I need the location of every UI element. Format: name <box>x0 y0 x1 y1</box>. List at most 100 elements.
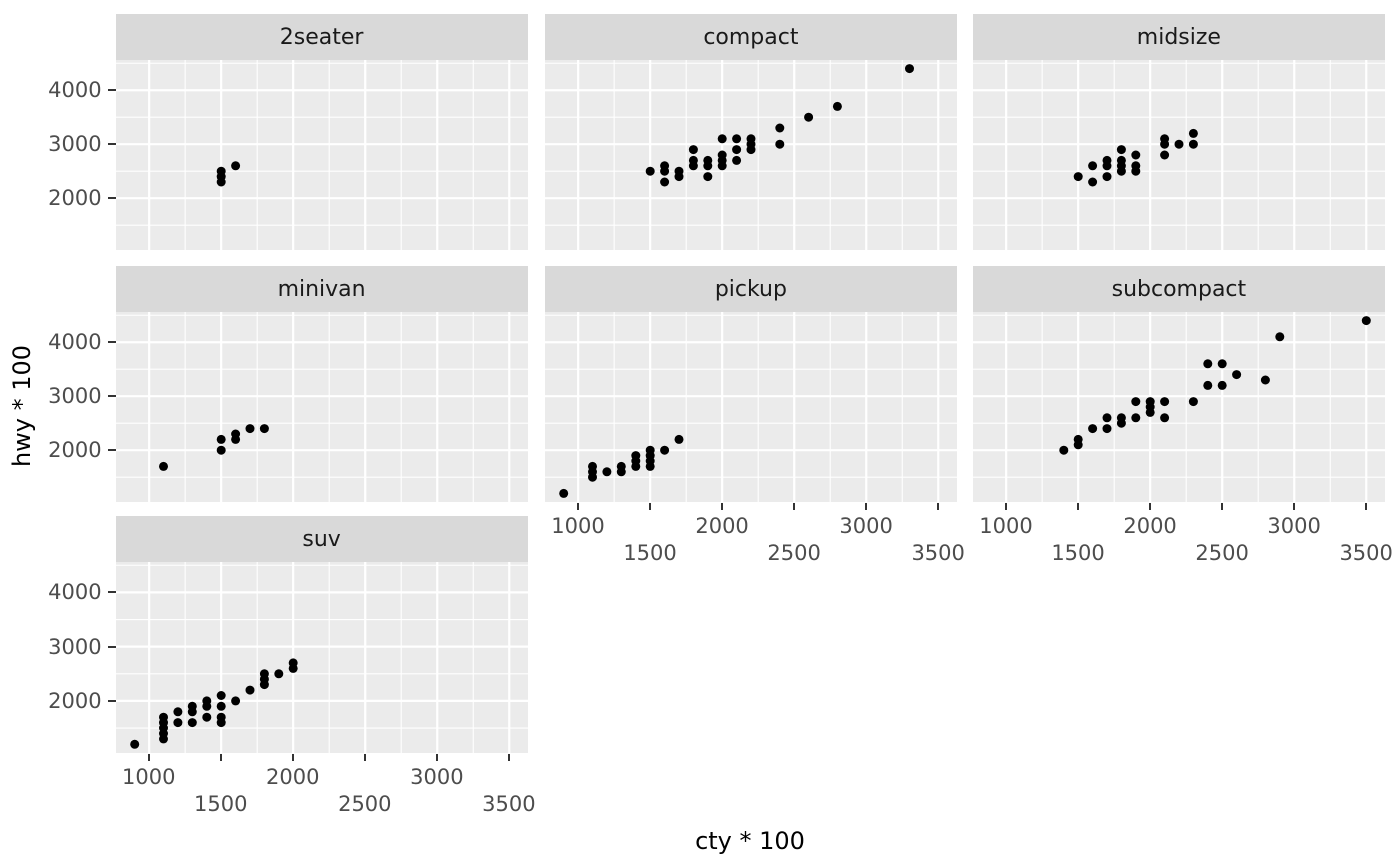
data-point <box>1159 139 1169 149</box>
data-point <box>1260 375 1270 385</box>
y-axis-tick <box>107 197 116 200</box>
facet-panel-subcompact <box>972 312 1385 502</box>
data-point <box>1131 166 1141 176</box>
data-point <box>245 685 255 695</box>
x-tick-label: 1000 <box>979 514 1033 538</box>
x-tick-label: 3500 <box>1339 541 1393 565</box>
data-point <box>1203 359 1213 369</box>
data-point <box>129 739 139 749</box>
data-point <box>172 707 182 717</box>
y-axis-tick <box>107 645 116 648</box>
data-point <box>659 166 669 176</box>
y-axis-tick <box>107 449 116 452</box>
y-tick-label: 4000 <box>48 330 102 355</box>
data-point <box>158 461 168 471</box>
data-point <box>216 691 226 700</box>
data-point <box>1087 424 1097 434</box>
x-axis-tick <box>649 503 652 510</box>
data-point <box>659 445 669 455</box>
data-point <box>731 155 741 165</box>
y-axis-tick <box>107 143 116 146</box>
y-tick-label: 3000 <box>48 634 102 659</box>
y-tick-label: 2000 <box>48 438 102 463</box>
data-point <box>674 434 684 444</box>
data-point <box>731 134 741 144</box>
data-point <box>803 112 813 122</box>
data-point <box>1116 418 1126 428</box>
data-point <box>201 701 211 711</box>
data-point <box>731 145 741 155</box>
facet-strip-minivan: minivan <box>115 266 528 312</box>
x-axis-tick <box>865 503 868 510</box>
facet-panel-midsize <box>972 60 1385 250</box>
data-point <box>746 145 756 155</box>
x-axis-tick <box>363 754 366 761</box>
data-point <box>172 718 182 728</box>
x-tick-label: 2000 <box>266 765 320 789</box>
data-point <box>602 467 612 477</box>
data-point <box>216 445 226 455</box>
x-tick-label: 3000 <box>1267 514 1321 538</box>
x-axis-tick <box>1221 503 1224 510</box>
data-point <box>1102 424 1112 434</box>
x-tick-label: 3500 <box>482 792 536 816</box>
data-point <box>1102 161 1112 171</box>
y-axis-tick <box>107 591 116 594</box>
data-point <box>703 172 713 182</box>
x-tick-label: 2000 <box>695 514 749 538</box>
data-point <box>158 734 168 744</box>
y-axis-tick <box>107 395 116 398</box>
facet-panel-suv <box>115 562 528 753</box>
data-point <box>1116 145 1126 155</box>
panel-background <box>972 60 1385 250</box>
data-point <box>201 712 211 722</box>
facet-panel-compact <box>544 60 957 250</box>
facet-panel-minivan <box>115 312 528 502</box>
data-point <box>1217 359 1227 369</box>
x-tick-label: 1000 <box>121 765 176 789</box>
data-point <box>587 472 597 482</box>
x-axis-tick <box>1365 503 1368 510</box>
data-point <box>674 172 684 182</box>
data-point <box>216 177 226 187</box>
data-point <box>1087 161 1097 171</box>
data-point <box>775 123 785 133</box>
x-tick-label: 1000 <box>551 514 605 538</box>
data-point <box>1116 166 1126 176</box>
x-tick-label: 2000 <box>1123 514 1177 538</box>
data-point <box>1073 440 1083 450</box>
data-point <box>1159 150 1169 160</box>
data-point <box>1361 316 1371 326</box>
x-tick-label: 3000 <box>410 765 464 789</box>
x-axis-tick <box>937 503 940 510</box>
data-point <box>1145 407 1155 417</box>
y-axis-tick <box>107 341 116 344</box>
data-point <box>1188 397 1198 407</box>
x-axis-tick <box>507 754 510 761</box>
y-tick-label: 4000 <box>48 580 102 605</box>
data-point <box>245 424 255 434</box>
x-tick-label: 1500 <box>1051 541 1105 565</box>
data-point <box>688 161 698 171</box>
data-point <box>659 177 669 187</box>
facet-strip-pickup: pickup <box>544 266 957 312</box>
data-point <box>1087 177 1097 187</box>
data-point <box>1102 413 1112 423</box>
panel-background <box>544 60 957 250</box>
x-axis-tick <box>291 754 294 761</box>
y-tick-label: 2000 <box>48 688 102 713</box>
y-axis-tick <box>107 89 116 92</box>
x-axis-tick <box>1077 503 1080 510</box>
x-axis-title: cty * 100 <box>695 827 805 855</box>
x-axis-tick <box>1293 503 1296 510</box>
facet-panel-2seater <box>115 60 528 250</box>
data-point <box>1131 397 1141 407</box>
x-axis-tick <box>435 754 438 761</box>
x-axis-tick <box>219 754 222 761</box>
x-tick-label: 2500 <box>767 541 821 565</box>
data-point <box>1231 370 1241 380</box>
facet-panel-pickup <box>544 312 957 502</box>
data-point <box>187 718 197 728</box>
data-point <box>1275 332 1285 342</box>
